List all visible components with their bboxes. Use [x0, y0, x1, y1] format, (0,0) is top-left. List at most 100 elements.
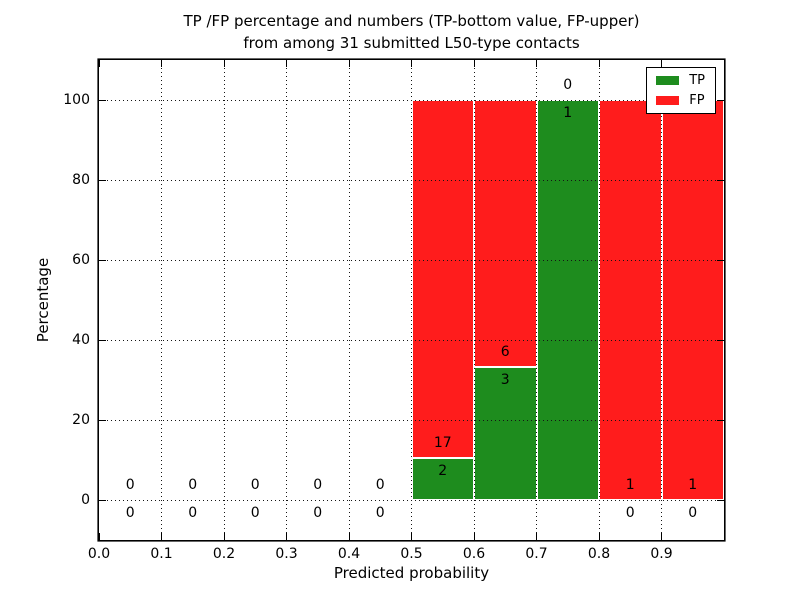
gridline-vertical — [161, 60, 162, 540]
y-tick-label: 0 — [81, 492, 90, 508]
tp-count-label: 0 — [250, 505, 260, 521]
x-axis-tick — [661, 60, 662, 67]
fp-count-label: 0 — [125, 477, 135, 493]
gridline-vertical — [473, 60, 475, 540]
bar-tp-segment — [474, 366, 537, 500]
y-axis-tick — [99, 259, 106, 261]
legend-label: FP — [689, 93, 705, 108]
gridline-horizontal — [99, 419, 724, 421]
x-axis-tick — [348, 60, 350, 67]
gridline-vertical — [348, 60, 350, 540]
y-axis-tick — [99, 179, 106, 181]
y-axis-tick — [99, 499, 106, 501]
gridline-horizontal — [99, 179, 724, 181]
y-tick-label: 100 — [63, 92, 90, 108]
y-axis-tick — [717, 179, 724, 181]
y-axis-tick — [717, 339, 724, 341]
y-tick-label: 40 — [72, 332, 90, 348]
y-axis-tick — [717, 419, 724, 421]
x-axis-tick — [536, 533, 537, 540]
x-axis-tick — [411, 533, 412, 540]
x-tick-label: 0.7 — [525, 546, 548, 562]
x-axis-tick — [411, 60, 412, 67]
x-tick-label: 0.6 — [462, 546, 486, 562]
gridline-horizontal — [99, 259, 724, 261]
chart-title: TP /FP percentage and numbers (TP-bottom… — [99, 10, 724, 54]
gridline-vertical — [223, 60, 225, 540]
gridline-horizontal — [99, 339, 724, 341]
x-axis-tick — [286, 60, 287, 67]
x-axis-tick — [286, 533, 287, 540]
x-axis-tick — [473, 533, 475, 540]
x-tick-label: 0.8 — [587, 546, 611, 562]
legend-swatch-fp — [656, 96, 680, 105]
x-tick-label: 0.0 — [87, 546, 111, 562]
chart-title-line2: from among 31 submitted L50-type contact… — [243, 34, 580, 52]
bar-fp-segment — [411, 100, 474, 458]
tp-count-label: 2 — [438, 462, 448, 479]
bar-fp-segment — [599, 100, 662, 500]
y-axis-tick — [717, 499, 724, 501]
x-tick-label: 0.3 — [275, 546, 298, 562]
fp-count-label: 6 — [500, 343, 510, 360]
x-axis-tick — [223, 60, 225, 67]
y-tick-label: 20 — [72, 412, 90, 428]
tp-count-label: 0 — [688, 505, 698, 521]
legend-label: TP — [689, 73, 705, 88]
bar-fp-segment — [661, 100, 724, 500]
fp-count-label: 17 — [433, 434, 452, 451]
gridline-vertical — [411, 60, 412, 540]
legend: TP FP — [646, 67, 716, 114]
gridline-horizontal — [99, 499, 724, 501]
y-axis-tick — [99, 339, 106, 341]
tp-count-label: 0 — [625, 505, 635, 521]
y-axis-tick — [99, 419, 106, 421]
x-axis-tick — [161, 60, 162, 67]
x-axis-tick — [161, 533, 162, 540]
tp-count-label: 0 — [125, 505, 135, 521]
fp-count-label: 0 — [563, 77, 573, 93]
gridline-vertical — [661, 60, 662, 540]
y-axis-tick — [717, 259, 724, 261]
chart-title-line1: TP /FP percentage and numbers (TP-bottom… — [183, 12, 640, 30]
legend-swatch-tp — [656, 76, 680, 85]
x-tick-label: 0.2 — [212, 546, 236, 562]
tp-count-label: 0 — [188, 505, 198, 521]
x-tick-label: 0.1 — [150, 546, 173, 562]
x-tick-label: 0.5 — [400, 546, 423, 562]
fp-count-label: 0 — [250, 477, 260, 493]
x-axis-tick — [98, 60, 100, 67]
fp-count-label: 1 — [625, 477, 635, 493]
fp-count-label: 0 — [188, 477, 198, 493]
gridline-vertical — [536, 60, 537, 540]
x-axis-tick — [223, 533, 225, 540]
x-axis-tick — [473, 60, 475, 67]
fp-count-label: 0 — [375, 477, 385, 493]
x-axis-tick — [98, 533, 100, 540]
legend-item-fp: FP — [656, 94, 705, 107]
gridline-vertical — [286, 60, 287, 540]
x-axis-tick — [598, 60, 600, 67]
bar-tp-segment — [411, 457, 474, 500]
x-tick-label: 0.9 — [650, 546, 673, 562]
x-axis-label: Predicted probability — [333, 564, 490, 582]
tp-count-label: 0 — [375, 505, 385, 521]
fp-count-label: 0 — [313, 477, 323, 493]
x-axis-tick — [661, 533, 662, 540]
y-axis-tick — [99, 99, 106, 101]
legend-item-tp: TP — [656, 74, 705, 87]
x-axis-tick — [536, 60, 537, 67]
y-tick-label: 60 — [72, 252, 90, 268]
x-tick-label: 0.4 — [337, 546, 361, 562]
gridline-horizontal — [99, 99, 724, 101]
y-axis-tick — [717, 99, 724, 101]
fp-count-label: 1 — [688, 477, 698, 493]
tp-count-label: 0 — [313, 505, 323, 521]
bar-fp-segment — [474, 100, 537, 367]
x-axis-tick — [598, 533, 600, 540]
plot-area — [98, 60, 724, 540]
gridline-vertical — [598, 60, 600, 540]
bar-tp-segment — [536, 100, 599, 500]
x-axis-tick — [348, 533, 350, 540]
